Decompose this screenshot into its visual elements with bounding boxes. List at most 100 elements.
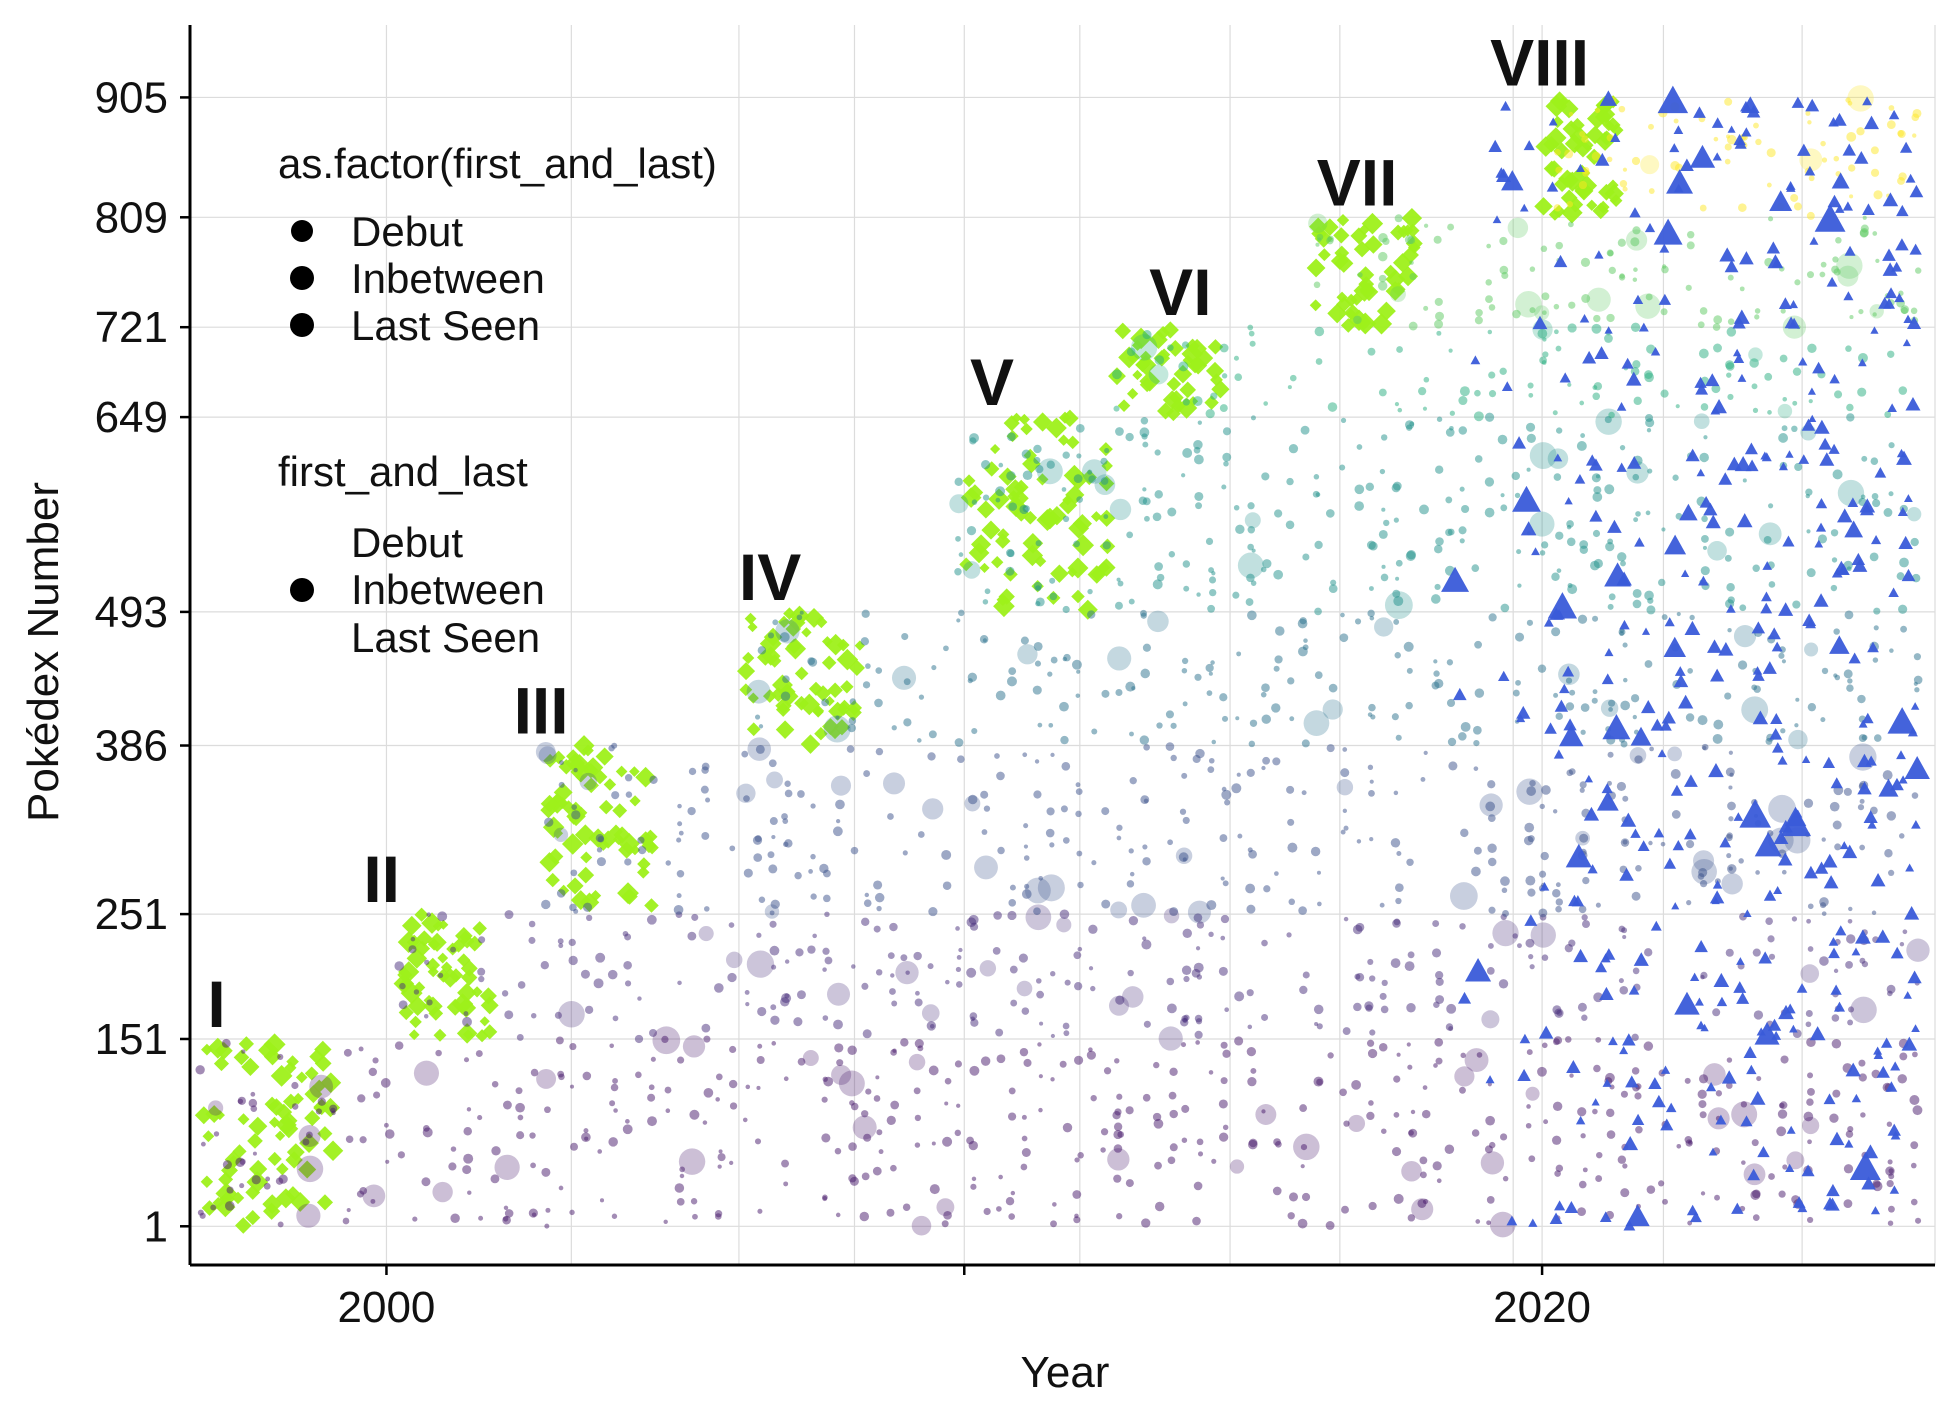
inbetween-point xyxy=(1914,687,1920,693)
debut-point xyxy=(1334,245,1350,261)
legend-key-alpha-inbetween xyxy=(290,578,314,602)
inbetween-point xyxy=(1116,1213,1123,1220)
inbetween-point xyxy=(1314,607,1322,616)
inbetween-point xyxy=(1107,646,1132,671)
last-seen-point xyxy=(1870,873,1886,887)
inbetween-point xyxy=(1272,757,1281,766)
inbetween-point xyxy=(873,1095,881,1102)
inbetween-point xyxy=(1116,835,1122,841)
inbetween-point xyxy=(1369,975,1376,982)
inbetween-point xyxy=(1516,778,1543,805)
inbetween-point xyxy=(1577,1107,1587,1117)
inbetween-point xyxy=(1600,699,1619,717)
inbetween-point xyxy=(1754,308,1761,314)
inbetween-point xyxy=(380,1078,391,1088)
inbetween-point xyxy=(1829,801,1840,812)
debut-point xyxy=(995,533,1011,549)
inbetween-point xyxy=(1395,559,1403,567)
inbetween-point xyxy=(1165,742,1175,751)
last-seen-point xyxy=(1709,890,1725,904)
inbetween-point xyxy=(1844,610,1854,620)
inbetween-point xyxy=(584,1136,589,1141)
inbetween-point xyxy=(1830,584,1838,592)
inbetween-point xyxy=(1593,486,1602,495)
inbetween-point xyxy=(1181,965,1192,975)
inbetween-point xyxy=(1885,1166,1895,1176)
last-seen-point xyxy=(1808,414,1817,422)
inbetween-point xyxy=(1833,628,1840,635)
inbetween-point xyxy=(1246,904,1256,914)
last-seen-point xyxy=(1633,952,1649,966)
inbetween-point xyxy=(1434,583,1441,591)
inbetween-point xyxy=(1313,474,1320,480)
last-seen-point xyxy=(1719,247,1736,262)
inbetween-point xyxy=(1223,460,1229,467)
last-seen-point xyxy=(1789,1024,1798,1033)
inbetween-point xyxy=(1512,933,1518,939)
inbetween-point xyxy=(624,774,633,782)
inbetween-point xyxy=(1446,659,1454,666)
inbetween-point xyxy=(1221,715,1229,722)
last-seen-point xyxy=(1798,454,1810,464)
inbetween-point xyxy=(833,1019,843,1030)
inbetween-point xyxy=(1620,838,1630,847)
last-seen-point xyxy=(1767,627,1781,640)
inbetween-point xyxy=(921,1004,940,1022)
last-seen-point xyxy=(1873,1046,1883,1055)
inbetween-point xyxy=(1049,577,1056,584)
inbetween-point xyxy=(463,1153,474,1164)
inbetween-point xyxy=(1156,573,1165,582)
inbetween-point xyxy=(528,936,536,944)
inbetween-point xyxy=(1608,707,1613,712)
inbetween-point xyxy=(1073,540,1080,548)
debut-point xyxy=(763,689,777,703)
inbetween-point xyxy=(1780,308,1786,314)
inbetween-point xyxy=(1489,1141,1496,1149)
inbetween-point xyxy=(1831,1039,1842,1049)
inbetween-point xyxy=(1658,578,1666,587)
x-tick-label: 2000 xyxy=(338,1283,436,1332)
inbetween-point xyxy=(1187,900,1211,924)
inbetween-point xyxy=(1460,828,1469,838)
debut-point xyxy=(461,969,478,986)
last-seen-point xyxy=(1554,699,1569,712)
inbetween-point xyxy=(1731,1101,1758,1128)
inbetween-point xyxy=(810,803,816,809)
last-seen-point xyxy=(1734,137,1747,149)
inbetween-point xyxy=(1009,884,1016,891)
inbetween-point xyxy=(1484,477,1495,487)
inbetween-point xyxy=(1326,744,1335,753)
inbetween-point xyxy=(1075,810,1082,818)
inbetween-point xyxy=(703,1035,711,1043)
inbetween-point xyxy=(1899,557,1909,568)
inbetween-point xyxy=(1406,858,1414,866)
debut-point xyxy=(998,588,1015,605)
inbetween-point xyxy=(637,996,642,1001)
inbetween-point xyxy=(794,871,802,880)
debut-point xyxy=(233,1049,250,1066)
last-seen-point xyxy=(1911,820,1921,829)
debut-point xyxy=(629,795,641,807)
last-seen-point xyxy=(1754,832,1782,857)
inbetween-point xyxy=(1474,640,1482,649)
last-seen-point xyxy=(1814,861,1829,874)
inbetween-point xyxy=(727,972,737,983)
generation-label: VI xyxy=(1149,255,1211,329)
inbetween-point xyxy=(901,632,909,641)
inbetween-point xyxy=(1006,548,1015,557)
debut-point xyxy=(317,1126,333,1142)
inbetween-point xyxy=(913,951,922,961)
debut-point xyxy=(401,915,422,936)
inbetween-point xyxy=(1447,223,1455,231)
y-tick-label: 721 xyxy=(95,303,168,352)
inbetween-point xyxy=(1693,413,1710,430)
last-seen-point xyxy=(1743,909,1752,917)
inbetween-point xyxy=(1724,158,1731,165)
debut-point xyxy=(295,1071,308,1084)
inbetween-point xyxy=(1391,1147,1402,1157)
inbetween-point xyxy=(1222,452,1232,462)
inbetween-point xyxy=(1303,710,1330,737)
inbetween-point xyxy=(1910,1141,1919,1150)
inbetween-point xyxy=(1021,1114,1027,1120)
debut-point xyxy=(1334,253,1354,273)
